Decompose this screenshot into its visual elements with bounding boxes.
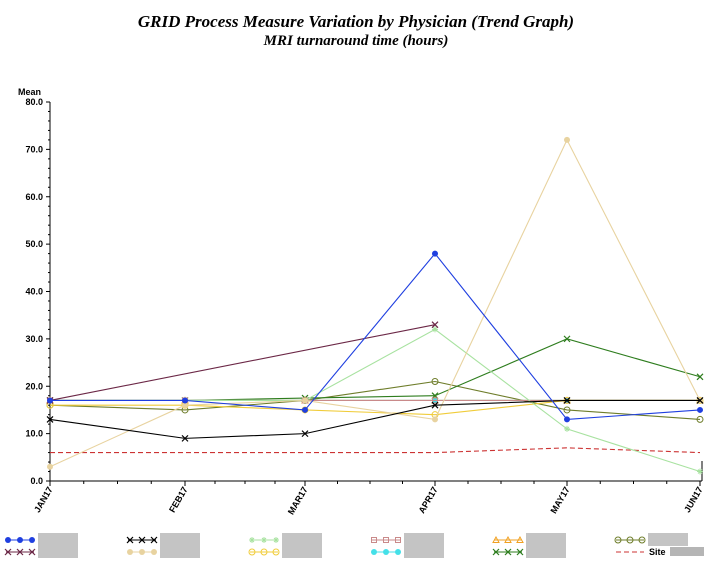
legend-marker-s6 [248, 548, 256, 556]
legend-marker-s9 [492, 535, 500, 543]
data-point-s11 [696, 415, 704, 423]
data-point-s4 [302, 397, 308, 404]
legend-redacted-s3 [160, 533, 200, 546]
y-tick-label: 60.0 [25, 192, 43, 202]
legend-marker-s4 [139, 549, 145, 555]
data-point-s1 [564, 416, 570, 423]
data-point-s1 [47, 397, 53, 404]
data-point-s5 [432, 326, 438, 333]
legend-marker-s11 [638, 536, 646, 544]
data-point-s3 [181, 434, 189, 442]
data-point-s10 [696, 373, 704, 381]
legend-marker-s5 [273, 537, 279, 543]
legend-marker-s8 [371, 549, 377, 555]
legend-redacted-s2 [38, 545, 78, 558]
data-point-s3 [46, 415, 54, 423]
legend-redacted-site [670, 547, 704, 556]
legend-marker-s10 [492, 548, 500, 556]
series-line-s11 [49, 380, 701, 420]
y-tick-label: 10.0 [25, 429, 43, 439]
legend-redacted-s9 [526, 533, 566, 546]
legend-marker-s9 [504, 535, 512, 543]
legend-marker-s7 [383, 537, 389, 543]
data-point-s1 [302, 406, 308, 413]
chart-subtitle: MRI turnaround time (hours) [263, 33, 449, 49]
legend-redacted-s7 [404, 533, 444, 546]
legend-marker-s1 [29, 537, 35, 543]
y-axis-label: Mean [18, 87, 41, 97]
y-tick-label: 30.0 [25, 334, 43, 344]
data-point-s5 [564, 425, 570, 432]
legend-marker-s4 [151, 549, 157, 555]
data-point-s11 [431, 378, 439, 386]
y-tick-label: 50.0 [25, 239, 43, 249]
legend-marker-s6 [260, 548, 268, 556]
legend-marker-s8 [395, 549, 401, 555]
legend-marker-s3 [126, 536, 134, 544]
data-point-s3 [563, 397, 571, 404]
legend-marker-s11 [614, 536, 622, 544]
data-point-s1 [697, 406, 703, 413]
data-point-s3 [301, 430, 309, 438]
legend-marker-s1 [17, 537, 23, 543]
legend-marker-s2 [28, 548, 36, 556]
legend-redacted-s4 [160, 545, 200, 558]
legend-marker-s2 [4, 548, 12, 556]
x-tick-label: MAR17 [286, 485, 310, 516]
series-line-s1 [50, 252, 701, 420]
legend-marker-s3 [138, 536, 146, 544]
series-line-s2 [49, 324, 436, 402]
x-tick-label: MAY17 [548, 485, 571, 515]
x-tick-label: JAN17 [32, 485, 55, 514]
legend-redacted-s8 [404, 545, 444, 558]
data-point-s1 [182, 397, 188, 404]
data-point-s3 [696, 397, 704, 404]
series-line-site [50, 447, 701, 454]
legend-marker-s8 [383, 549, 389, 555]
legend-redacted-s1 [38, 533, 78, 546]
data-point-s1 [432, 250, 438, 257]
y-tick-label: 70.0 [25, 144, 43, 154]
legend-redacted-s11 [648, 533, 688, 546]
data-point-s4 [432, 416, 438, 423]
series-line-s10 [50, 338, 701, 402]
data-point-s4 [47, 463, 53, 470]
legend-redacted-s5 [282, 533, 322, 546]
y-tick-label: 80.0 [25, 97, 43, 107]
legend-marker-s6 [272, 548, 280, 556]
legend-marker-s5 [261, 537, 267, 543]
legend-marker-s3 [150, 536, 158, 544]
legend-marker-s4 [127, 549, 133, 555]
data-point-s7 [432, 397, 438, 404]
data-point-s4 [182, 402, 188, 409]
y-tick-label: 40.0 [25, 287, 43, 297]
y-tick-label: 0.0 [30, 476, 43, 486]
legend-marker-s11 [626, 536, 634, 544]
data-point-s3 [431, 401, 439, 409]
legend-marker-s5 [249, 537, 255, 543]
legend-marker-s10 [504, 548, 512, 556]
legend-marker-s9 [516, 535, 524, 543]
legend-marker-s7 [395, 537, 401, 543]
y-tick-label: 20.0 [25, 381, 43, 391]
data-point-s5 [697, 468, 703, 475]
x-tick-label: APR17 [417, 485, 440, 515]
series-line-s3 [49, 399, 700, 439]
series-line-s4 [49, 138, 701, 468]
legend-redacted-s6 [282, 545, 322, 558]
legend-marker-s1 [5, 537, 11, 543]
legend-marker-s7 [371, 537, 377, 543]
legend-marker-s10 [516, 548, 524, 556]
data-point-s11 [563, 406, 571, 414]
legend-marker-s2 [16, 548, 24, 556]
legend-redacted-s10 [526, 545, 566, 558]
legend-label-site: Site [649, 547, 666, 557]
x-tick-label: JUN17 [682, 485, 705, 514]
data-point-s10 [563, 335, 571, 343]
data-point-s4 [564, 136, 570, 143]
chart-title: GRID Process Measure Variation by Physic… [137, 12, 575, 31]
data-point-s2 [431, 321, 439, 329]
x-tick-label: FEB17 [167, 485, 190, 514]
